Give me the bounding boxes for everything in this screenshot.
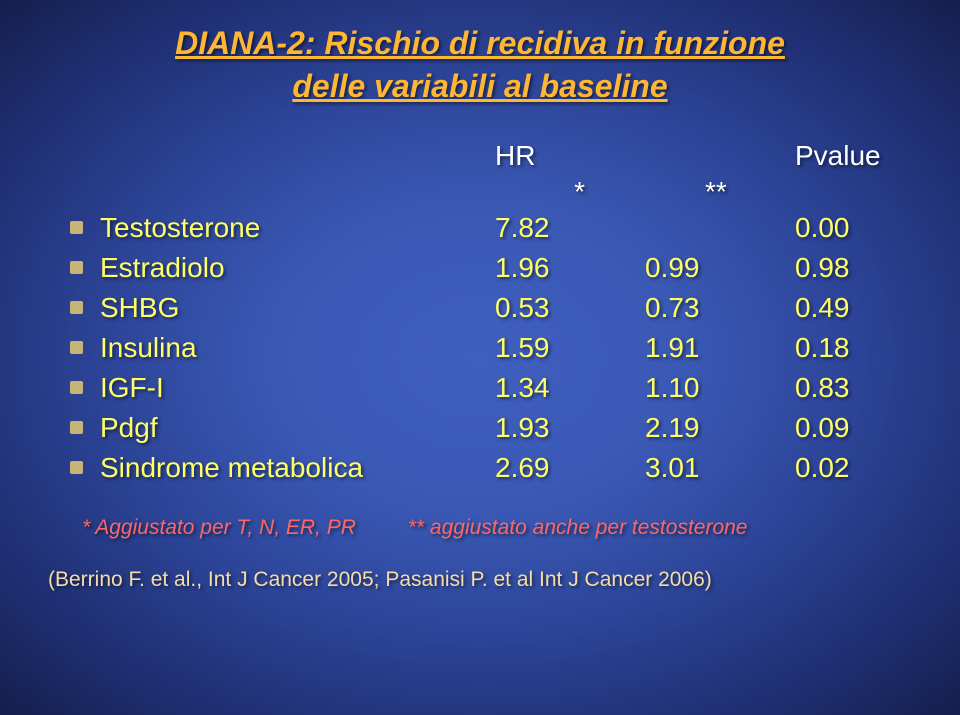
row-pvalue: 0.09: [795, 412, 920, 444]
row-label: Estradiolo: [100, 252, 495, 284]
bullet-cell: [40, 212, 100, 244]
row-pvalue: 0.02: [795, 452, 920, 484]
table-header: HR Pvalue: [40, 140, 920, 172]
row-hr: 1.59: [495, 332, 645, 364]
row-hr: 1.34: [495, 372, 645, 404]
bullet-icon: [70, 461, 83, 474]
row-mid: 1.10: [645, 372, 795, 404]
title-line-2: delle variabili al baseline: [292, 68, 667, 104]
header-pvalue: Pvalue: [795, 140, 920, 172]
bullet-icon: [70, 221, 83, 234]
row-hr: 7.82: [495, 212, 645, 244]
table-row: SHBG0.530.730.49: [40, 292, 920, 324]
bullet-cell: [40, 252, 100, 284]
row-label: Pdgf: [100, 412, 495, 444]
bullet-cell: [40, 452, 100, 484]
row-mid: 0.73: [645, 292, 795, 324]
footnote-adjustment: * Aggiustato per T, N, ER, PR ** aggiust…: [82, 516, 920, 540]
bullet-icon: [70, 301, 83, 314]
bullet-cell: [40, 372, 100, 404]
row-hr: 1.93: [495, 412, 645, 444]
slide: DIANA-2: Rischio di recidiva in funzione…: [0, 0, 960, 715]
row-mid: 2.19: [645, 412, 795, 444]
row-mid: 0.99: [645, 252, 795, 284]
row-hr: 1.96: [495, 252, 645, 284]
row-label: Insulina: [100, 332, 495, 364]
bullet-cell: [40, 412, 100, 444]
table-row: Testosterone7.82 0.00: [40, 212, 920, 244]
table-body: Testosterone7.820.00Estradiolo1.960.990.…: [40, 212, 920, 484]
header-hr: HR: [495, 140, 645, 172]
row-label: Sindrome metabolica: [100, 452, 495, 484]
row-mid: 3.01: [645, 452, 795, 484]
table-row: Pdgf1.932.190.09: [40, 412, 920, 444]
table-row: Estradiolo1.960.990.98: [40, 252, 920, 284]
bullet-cell: [40, 292, 100, 324]
row-pvalue: 0.98: [795, 252, 920, 284]
footnote-reference: (Berrino F. et al., Int J Cancer 2005; P…: [48, 568, 920, 592]
row-pvalue: 0.83: [795, 372, 920, 404]
row-pvalue: 0.00: [795, 212, 920, 244]
row-hr: 0.53: [495, 292, 645, 324]
row-label: Testosterone: [100, 212, 495, 244]
table-row: Insulina1.591.910.18: [40, 332, 920, 364]
row-pvalue: 0.49: [795, 292, 920, 324]
bullet-icon: [70, 421, 83, 434]
slide-title: DIANA-2: Rischio di recidiva in funzione…: [40, 22, 920, 108]
bullet-cell: [40, 332, 100, 364]
star-row: * **: [40, 176, 920, 208]
bullet-icon: [70, 261, 83, 274]
row-label: IGF-I: [100, 372, 495, 404]
star-single: *: [40, 176, 645, 208]
table-row: Sindrome metabolica2.693.010.02: [40, 452, 920, 484]
footnote-adj-2: ** aggiustato anche per testosterone: [408, 516, 748, 539]
table-row: IGF-I1.341.100.83: [40, 372, 920, 404]
star-double: **: [645, 176, 920, 208]
row-hr: 2.69: [495, 452, 645, 484]
bullet-icon: [70, 341, 83, 354]
row-pvalue: 0.18: [795, 332, 920, 364]
row-mid: 1.91: [645, 332, 795, 364]
row-label: SHBG: [100, 292, 495, 324]
title-line-1: DIANA-2: Rischio di recidiva in funzione: [175, 25, 785, 61]
footnote-adj-1: * Aggiustato per T, N, ER, PR: [82, 516, 356, 539]
bullet-icon: [70, 381, 83, 394]
